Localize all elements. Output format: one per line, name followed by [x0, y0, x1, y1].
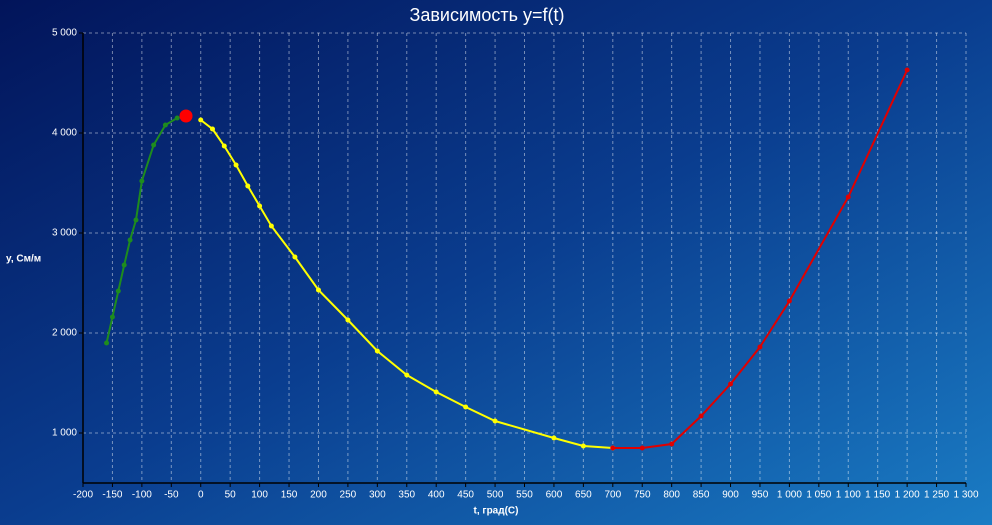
x-tick-label: 650 — [575, 490, 592, 501]
x-tick-label: 1 000 — [777, 490, 802, 501]
x-tick-label: 1 050 — [806, 490, 831, 501]
point — [127, 237, 133, 243]
x-tick-label: 50 — [225, 490, 237, 501]
x-tick-label: 150 — [281, 490, 298, 501]
point — [345, 317, 351, 323]
x-tick-label: 400 — [428, 490, 445, 501]
x-tick-label: 500 — [487, 490, 504, 501]
point — [109, 314, 115, 320]
x-tick-label: 1 300 — [953, 490, 978, 501]
point — [133, 217, 139, 223]
x-tick-label: 1 200 — [895, 490, 920, 501]
point — [210, 126, 216, 132]
point — [151, 142, 157, 148]
point — [245, 183, 251, 189]
x-tick-label: 350 — [398, 490, 415, 501]
point — [492, 418, 498, 424]
y-tick-label: 4 000 — [52, 128, 77, 139]
x-tick-label: -200 — [73, 490, 93, 501]
point — [404, 372, 410, 378]
line — [200, 119, 613, 449]
point — [174, 115, 180, 121]
x-tick-label: -150 — [102, 490, 122, 501]
x-tick-label: 700 — [604, 490, 621, 501]
point — [904, 67, 910, 73]
point — [121, 262, 127, 268]
point — [845, 194, 851, 200]
point — [580, 443, 586, 449]
point — [610, 445, 616, 451]
point — [257, 203, 263, 209]
x-tick-label: -50 — [164, 490, 179, 501]
x-tick-label: 750 — [634, 490, 651, 501]
x-axis-label: t, град(С) — [474, 506, 519, 517]
point — [463, 404, 469, 410]
x-tick-label: 200 — [310, 490, 327, 501]
y-axis-label: y, См/м — [6, 254, 41, 265]
highlight-point — [179, 109, 193, 123]
point — [221, 143, 227, 149]
point — [162, 122, 168, 128]
x-tick-label: 850 — [693, 490, 710, 501]
point — [728, 381, 734, 387]
x-tick-label: -100 — [132, 490, 152, 501]
point — [374, 348, 380, 354]
x-tick-label: 1 100 — [836, 490, 861, 501]
x-tick-label: 300 — [369, 490, 386, 501]
point — [433, 389, 439, 395]
point — [639, 445, 645, 451]
point — [757, 344, 763, 350]
line — [105, 117, 178, 344]
point — [786, 298, 792, 304]
x-tick-label: 950 — [752, 490, 769, 501]
point — [551, 435, 557, 441]
point — [104, 340, 110, 346]
point — [698, 413, 704, 419]
point — [669, 441, 675, 447]
y-tick-label: 2 000 — [52, 328, 77, 339]
point — [115, 288, 121, 294]
point — [198, 117, 204, 123]
point — [139, 178, 145, 184]
x-tick-label: 250 — [340, 490, 357, 501]
chart-title: Зависимость y=f(t) — [409, 5, 564, 25]
y-tick-label: 3 000 — [52, 228, 77, 239]
point — [233, 162, 239, 168]
x-tick-label: 600 — [546, 490, 563, 501]
point — [268, 223, 274, 229]
y-tick-label: 5 000 — [52, 28, 77, 39]
point — [315, 287, 321, 293]
x-tick-label: 100 — [251, 490, 268, 501]
x-tick-label: 900 — [722, 490, 739, 501]
y-tick-label: 1 000 — [52, 428, 77, 439]
x-tick-label: 550 — [516, 490, 533, 501]
x-tick-label: 1 250 — [924, 490, 949, 501]
x-tick-label: 1 150 — [865, 490, 890, 501]
x-tick-label: 0 — [198, 490, 204, 501]
point — [292, 254, 298, 260]
x-tick-label: 450 — [457, 490, 474, 501]
x-tick-label: 800 — [663, 490, 680, 501]
